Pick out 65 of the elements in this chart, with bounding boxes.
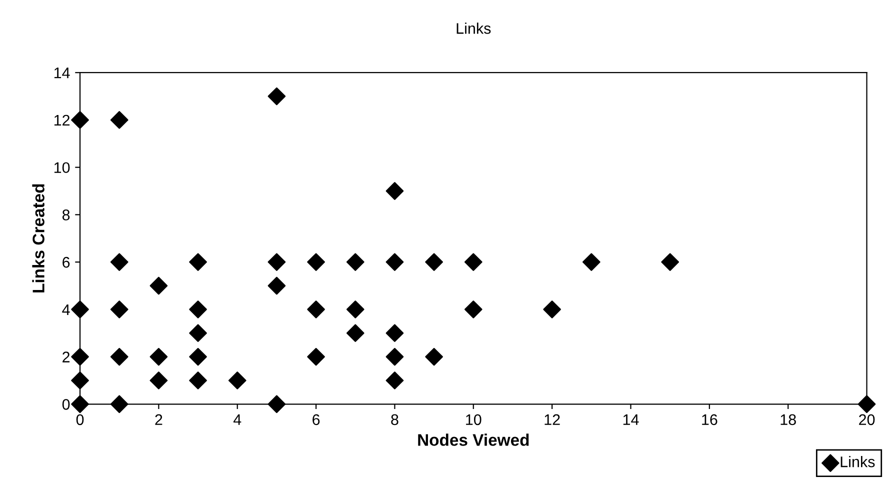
point	[268, 87, 286, 106]
point	[661, 253, 679, 271]
point	[543, 300, 561, 318]
y-tick-label: 10	[54, 162, 70, 174]
point	[346, 300, 364, 318]
point	[307, 253, 325, 271]
point	[110, 348, 128, 366]
point	[386, 182, 404, 200]
point	[71, 348, 89, 366]
point	[189, 372, 207, 390]
point	[346, 253, 364, 271]
chart-title: Links	[456, 22, 491, 34]
point	[268, 253, 286, 271]
y-axis-title: Links Created	[32, 184, 44, 292]
point	[464, 300, 482, 318]
y-tick-label: 6	[62, 256, 70, 268]
x-tick-label: 20	[859, 414, 875, 426]
point	[110, 300, 128, 318]
point	[110, 395, 128, 414]
point	[858, 395, 876, 414]
point	[386, 324, 404, 342]
point	[110, 253, 128, 271]
y-tick-label: 12	[54, 114, 70, 126]
point	[425, 253, 443, 271]
legend-label: Links	[840, 456, 875, 468]
point	[268, 395, 286, 414]
point	[71, 300, 89, 318]
point	[189, 300, 207, 318]
y-tick-label: 14	[54, 68, 70, 78]
y-tick-label: 4	[62, 304, 70, 315]
point	[228, 372, 246, 390]
x-tick-label: 4	[233, 414, 242, 425]
x-axis-title: Nodes Viewed	[418, 434, 529, 446]
point	[189, 348, 207, 366]
point	[150, 276, 168, 295]
point	[268, 276, 286, 295]
point	[307, 300, 325, 318]
point	[189, 253, 207, 271]
y-tick-label: 8	[62, 210, 70, 220]
point	[386, 372, 404, 390]
point	[71, 111, 89, 129]
point	[150, 348, 168, 366]
point	[71, 372, 89, 390]
x-tick-label: 18	[780, 414, 796, 426]
x-tick-label: 0	[76, 414, 84, 426]
x-tick-label: 10	[466, 414, 482, 426]
x-tick-label: 2	[155, 414, 162, 425]
x-tick-label: 6	[312, 414, 320, 426]
point	[189, 324, 207, 342]
x-tick-label: 14	[623, 414, 639, 425]
point	[110, 111, 128, 129]
point	[386, 348, 404, 366]
point	[582, 253, 600, 271]
x-tick-label: 8	[391, 414, 398, 426]
x-tick-label: 12	[544, 414, 560, 425]
point	[150, 372, 168, 390]
point	[464, 253, 482, 271]
y-tick-label: 0	[62, 399, 70, 410]
point	[386, 253, 404, 271]
point	[425, 348, 443, 366]
point	[346, 324, 364, 342]
y-tick-label: 2	[62, 352, 70, 362]
point	[71, 395, 89, 414]
x-tick-label: 16	[702, 414, 718, 426]
point	[307, 348, 325, 366]
